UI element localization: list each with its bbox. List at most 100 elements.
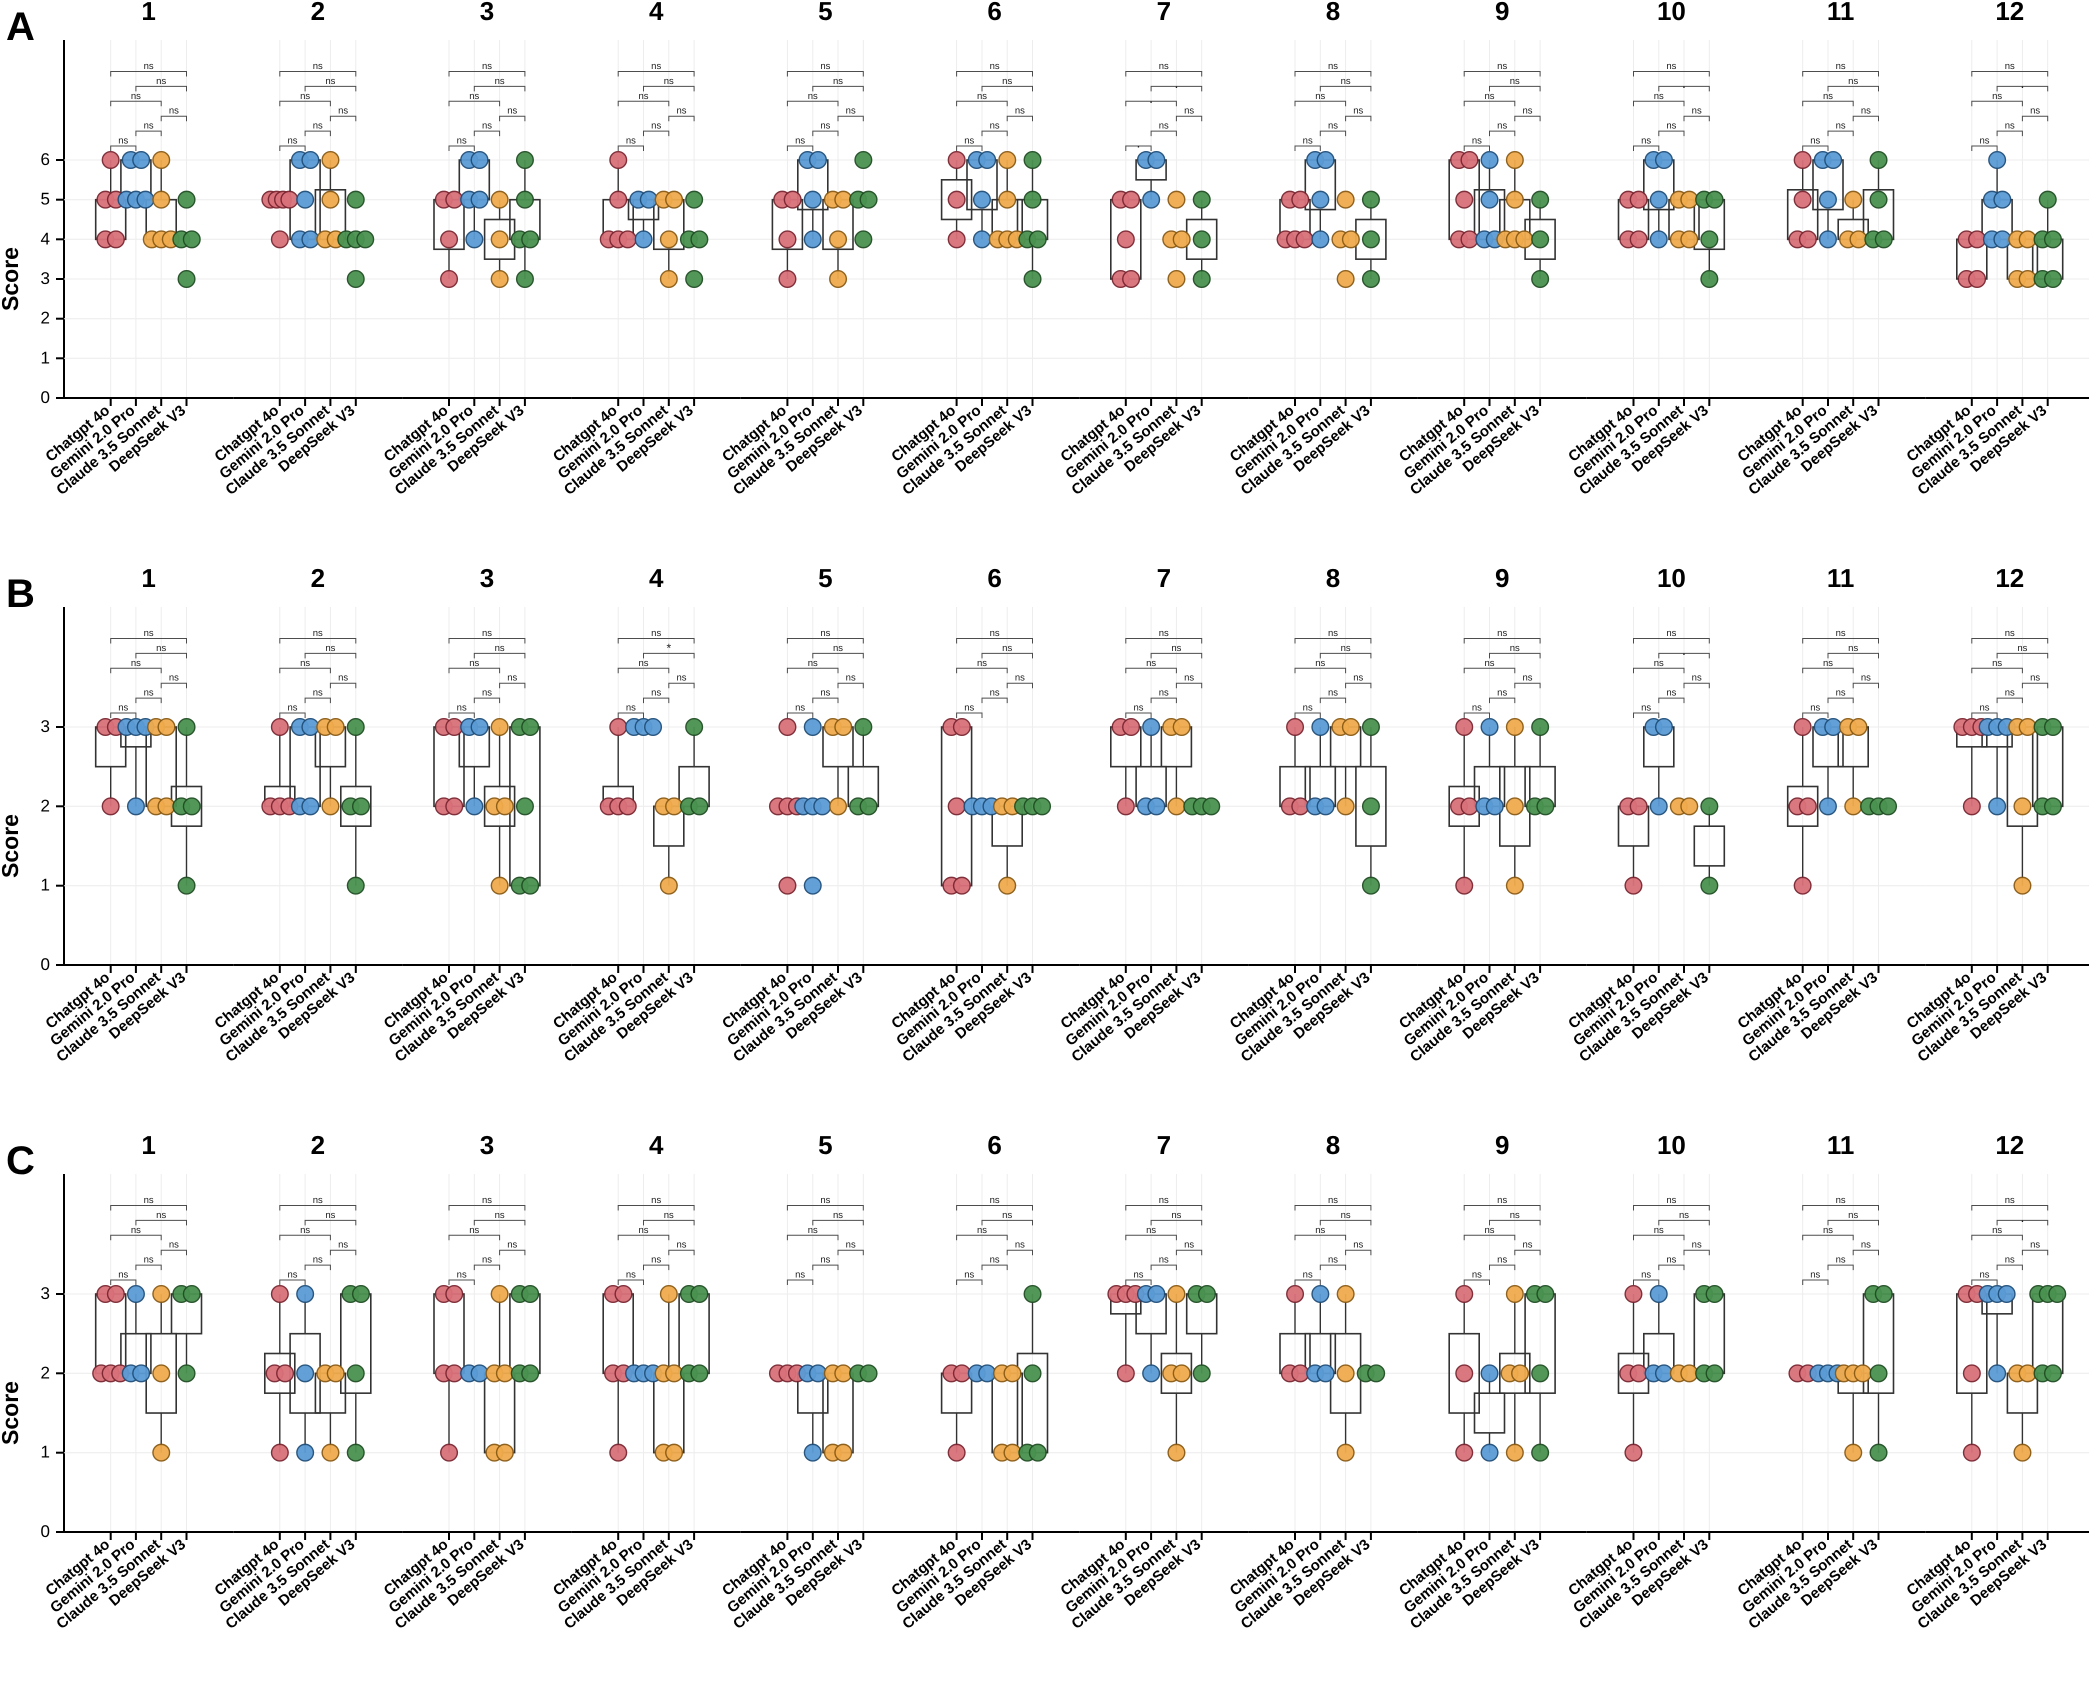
svg-text:ns: ns (287, 703, 297, 714)
svg-text:ns: ns (156, 76, 166, 87)
svg-text:ns: ns (482, 121, 492, 132)
svg-text:ns: ns (1497, 688, 1507, 699)
svg-text:ns: ns (1692, 1240, 1702, 1251)
svg-text:ns: ns (964, 136, 974, 147)
svg-text:ns: ns (1353, 1240, 1363, 1251)
svg-text:ns: ns (1848, 1210, 1858, 1221)
svg-text:ns: ns (676, 673, 686, 684)
svg-text:ns: ns (1184, 1240, 1194, 1251)
svg-text:ns: ns (507, 106, 517, 117)
svg-text:2: 2 (311, 0, 325, 26)
svg-text:0: 0 (41, 1522, 50, 1541)
svg-text:2: 2 (41, 309, 50, 328)
svg-text:1: 1 (141, 563, 155, 593)
svg-text:ns: ns (144, 688, 154, 699)
svg-text:ns: ns (1472, 136, 1482, 147)
svg-text:12: 12 (1995, 1130, 2024, 1160)
svg-text:ns: ns (2005, 121, 2015, 132)
svg-text:ns: ns (2005, 688, 2015, 699)
svg-text:ns: ns (651, 1255, 661, 1266)
svg-text:ns: ns (1497, 1195, 1507, 1206)
svg-text:ns: ns (1654, 1225, 1664, 1236)
svg-text:ns: ns (638, 1225, 648, 1236)
svg-text:ns: ns (338, 106, 348, 117)
svg-text:1: 1 (41, 1443, 50, 1462)
svg-text:ns: ns (808, 91, 818, 102)
svg-text:ns: ns (1654, 658, 1664, 669)
svg-text:11: 11 (1827, 563, 1855, 593)
svg-text:8: 8 (1326, 0, 1340, 26)
svg-text:ns: ns (482, 61, 492, 72)
svg-text:ns: ns (1159, 688, 1169, 699)
svg-text:ns: ns (833, 643, 843, 654)
svg-text:ns: ns (338, 673, 348, 684)
svg-text:ns: ns (820, 1255, 830, 1266)
svg-text:ns: ns (507, 673, 517, 684)
svg-text:.: . (1137, 135, 1141, 151)
svg-text:7: 7 (1157, 0, 1171, 26)
svg-text:ns: ns (1015, 1240, 1025, 1251)
svg-text:ns: ns (1654, 91, 1664, 102)
svg-text:ns: ns (964, 1270, 974, 1281)
svg-text:ns: ns (1484, 1225, 1494, 1236)
svg-text:ns: ns (2030, 106, 2040, 117)
svg-text:ns: ns (1979, 1270, 1989, 1281)
svg-text:4: 4 (649, 1130, 664, 1160)
svg-text:ns: ns (1133, 703, 1143, 714)
svg-text:ns: ns (144, 1255, 154, 1266)
svg-text:ns: ns (1666, 121, 1676, 132)
svg-text:1: 1 (141, 1130, 155, 1160)
svg-text:ns: ns (808, 658, 818, 669)
svg-text:ns: ns (2005, 1255, 2015, 1266)
svg-text:ns: ns (300, 91, 310, 102)
svg-text:ns: ns (2005, 1195, 2015, 1206)
svg-text:2: 2 (311, 1130, 325, 1160)
svg-text:ns: ns (1666, 688, 1676, 699)
svg-text:6: 6 (987, 563, 1001, 593)
svg-text:ns: ns (1692, 673, 1702, 684)
svg-text:ns: ns (846, 673, 856, 684)
svg-text:ns: ns (846, 106, 856, 117)
svg-text:ns: ns (1328, 628, 1338, 639)
svg-text:4: 4 (649, 0, 664, 26)
svg-text:3: 3 (41, 717, 50, 736)
svg-text:ns: ns (1992, 1225, 2002, 1236)
svg-text:3: 3 (480, 1130, 494, 1160)
svg-text:ns: ns (820, 628, 830, 639)
svg-text:ns: ns (469, 91, 479, 102)
svg-text:ns: ns (1315, 1225, 1325, 1236)
svg-text:ns: ns (1171, 1210, 1181, 1221)
svg-text:5: 5 (818, 1130, 832, 1160)
svg-text:5: 5 (818, 0, 832, 26)
svg-text:9: 9 (1495, 563, 1509, 593)
svg-text:ns: ns (1303, 1270, 1313, 1281)
svg-text:ns: ns (131, 91, 141, 102)
svg-text:ns: ns (795, 703, 805, 714)
svg-text:ns: ns (1497, 121, 1507, 132)
svg-text:ns: ns (1484, 91, 1494, 102)
svg-text:10: 10 (1657, 0, 1686, 26)
svg-text:ns: ns (457, 703, 467, 714)
svg-text:7: 7 (1157, 1130, 1171, 1160)
svg-text:ns: ns (1979, 703, 1989, 714)
svg-text:ns: ns (156, 643, 166, 654)
svg-text:ns: ns (1992, 658, 2002, 669)
svg-text:ns: ns (1666, 1195, 1676, 1206)
svg-text:10: 10 (1657, 563, 1686, 593)
svg-text:ns: ns (118, 1270, 128, 1281)
svg-text:ns: ns (1146, 1225, 1156, 1236)
svg-text:ns: ns (964, 703, 974, 714)
svg-text:7: 7 (1157, 563, 1171, 593)
svg-text:ns: ns (144, 121, 154, 132)
svg-text:2: 2 (41, 796, 50, 815)
svg-text:ns: ns (990, 688, 1000, 699)
svg-text:ns: ns (313, 121, 323, 132)
svg-text:4: 4 (41, 229, 50, 248)
svg-text:ns: ns (651, 628, 661, 639)
svg-text:ns: ns (1666, 628, 1676, 639)
svg-text:ns: ns (1861, 673, 1871, 684)
svg-text:Score: Score (0, 247, 23, 311)
svg-text:ns: ns (1328, 1255, 1338, 1266)
svg-text:ns: ns (1002, 76, 1012, 87)
svg-text:ns: ns (1303, 136, 1313, 147)
